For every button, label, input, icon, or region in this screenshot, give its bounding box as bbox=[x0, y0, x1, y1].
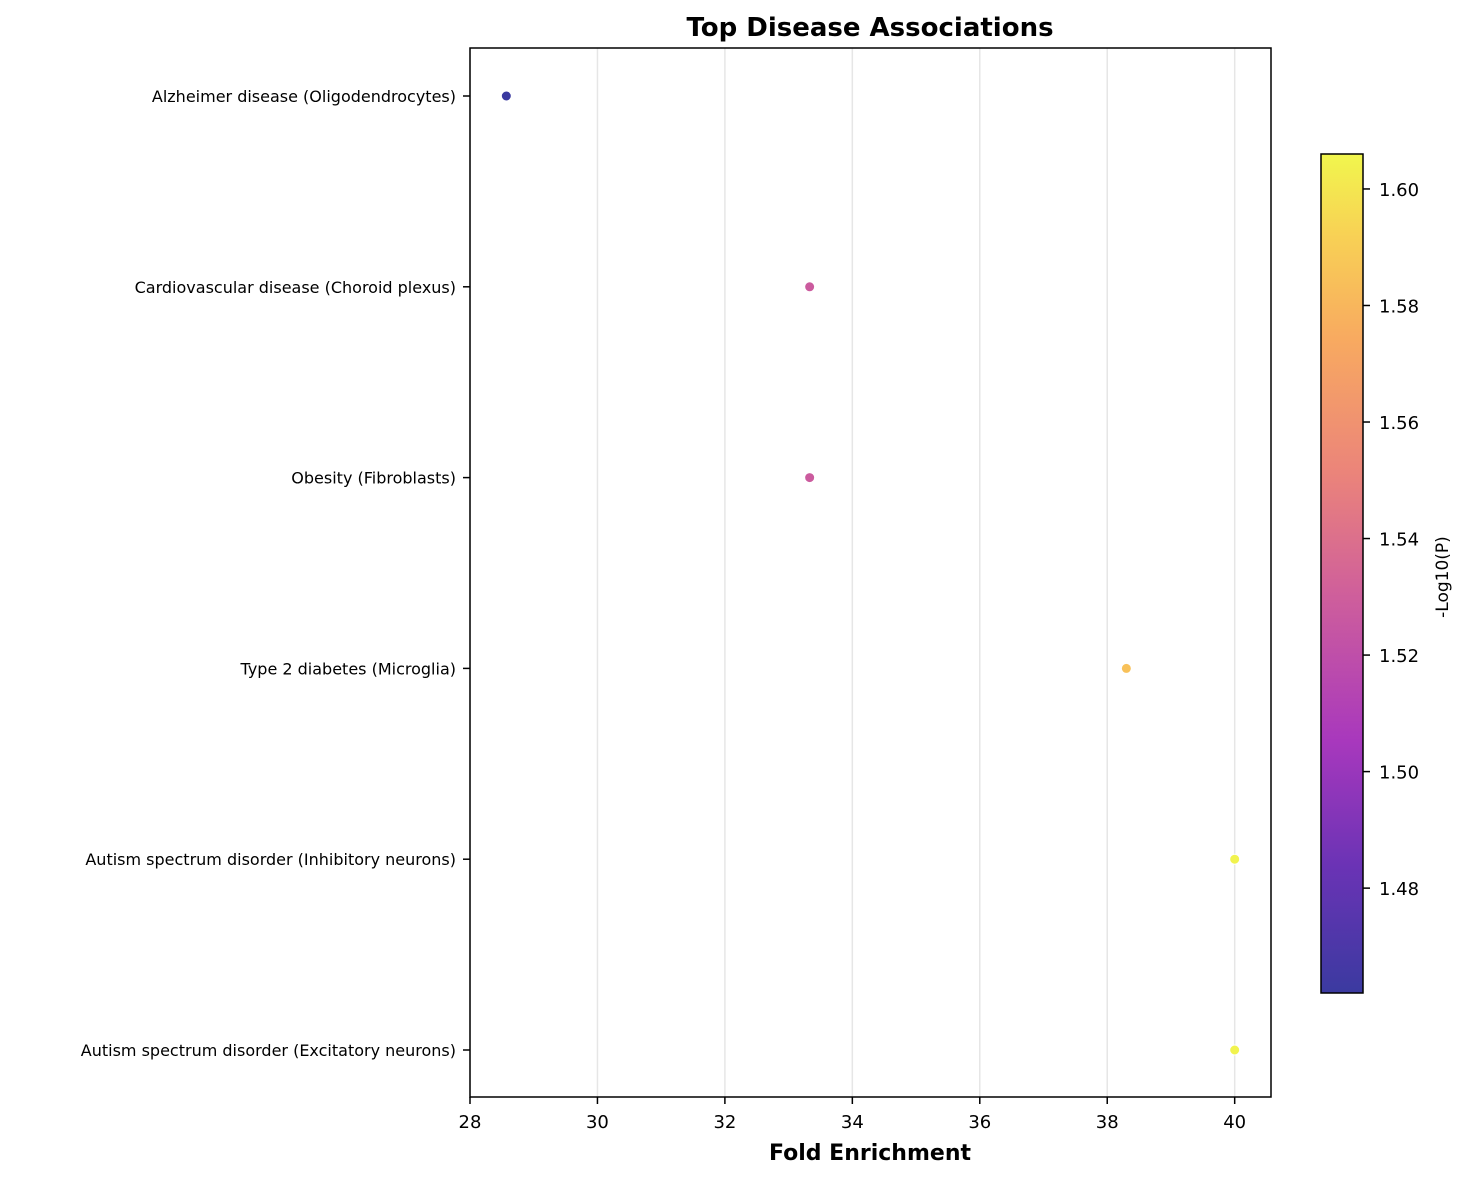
y-tick-label: Autism spectrum disorder (Inhibitory neu… bbox=[85, 850, 456, 869]
colorbar-label: -Log10(P) bbox=[1433, 536, 1453, 618]
data-point bbox=[1229, 853, 1241, 865]
y-tick-label: Type 2 diabetes (Microglia) bbox=[240, 659, 456, 678]
colorbar-tick-label: 1.50 bbox=[1379, 763, 1419, 784]
colorbar: 1.48 1.50 1.52 1.54 1.56 1.58 1.60 -Log10(P) bbox=[1320, 153, 1453, 994]
x-axis-label: Fold Enrichment bbox=[769, 1141, 971, 1166]
data-point bbox=[1120, 662, 1132, 674]
y-tick-label: Alzheimer disease (Oligodendrocytes) bbox=[152, 87, 456, 106]
x-tick-label: 30 bbox=[586, 1112, 609, 1133]
colorbar-tick-label: 1.52 bbox=[1379, 646, 1419, 667]
y-tick-label: Obesity (Fibroblasts) bbox=[291, 469, 456, 488]
grid-lines bbox=[469, 48, 1236, 1097]
chart-title: Top Disease Associations bbox=[686, 13, 1053, 43]
data-point bbox=[804, 281, 816, 293]
colorbar-tick-label: 1.56 bbox=[1379, 413, 1419, 434]
data-points bbox=[500, 90, 1241, 1056]
plot-area-frame bbox=[469, 47, 1272, 1098]
data-point bbox=[804, 472, 816, 484]
x-tick-label: 40 bbox=[1223, 1112, 1246, 1133]
x-tick-label: 36 bbox=[968, 1112, 991, 1133]
y-axis: Alzheimer disease (Oligodendrocytes) Card… bbox=[81, 87, 470, 1060]
x-tick-label: 28 bbox=[459, 1112, 482, 1133]
y-tick-label: Cardiovascular disease (Choroid plexus) bbox=[135, 278, 456, 297]
colorbar-ticks: 1.48 1.50 1.52 1.54 1.56 1.58 1.60 bbox=[1363, 180, 1419, 900]
colorbar-gradient bbox=[1320, 153, 1364, 994]
colorbar-tick-label: 1.58 bbox=[1379, 296, 1419, 317]
colorbar-tick-label: 1.60 bbox=[1379, 180, 1419, 201]
x-tick-label: 34 bbox=[841, 1112, 864, 1133]
x-axis: 28 30 32 34 36 38 40 bbox=[459, 1097, 1246, 1133]
x-tick-label: 32 bbox=[713, 1112, 736, 1133]
x-tick-label: 38 bbox=[1096, 1112, 1119, 1133]
colorbar-tick-label: 1.48 bbox=[1379, 879, 1419, 900]
y-tick-label: Autism spectrum disorder (Excitatory neu… bbox=[81, 1041, 456, 1060]
colorbar-tick-label: 1.54 bbox=[1379, 530, 1419, 551]
data-point bbox=[500, 90, 512, 102]
data-point bbox=[1229, 1044, 1241, 1056]
